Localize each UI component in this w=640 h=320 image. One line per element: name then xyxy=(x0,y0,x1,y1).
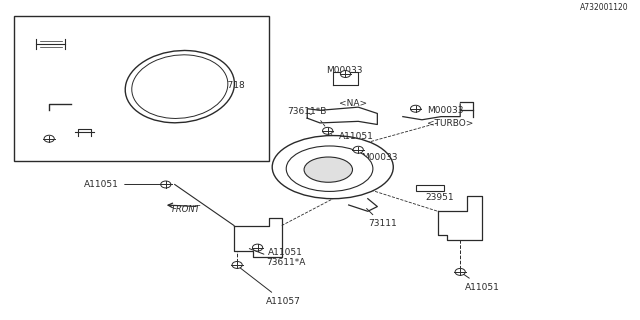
Ellipse shape xyxy=(455,268,465,276)
Text: 73611*A: 73611*A xyxy=(250,249,305,267)
Ellipse shape xyxy=(410,105,420,112)
Text: 23951: 23951 xyxy=(425,188,454,202)
Text: A11051: A11051 xyxy=(330,131,374,141)
Ellipse shape xyxy=(286,146,373,191)
Text: M00033: M00033 xyxy=(326,66,363,75)
Ellipse shape xyxy=(340,70,351,77)
Text: 73111: 73111 xyxy=(367,209,397,228)
Bar xyxy=(415,185,444,191)
Text: M00033: M00033 xyxy=(419,107,463,116)
Text: 73611*B: 73611*B xyxy=(287,108,326,116)
Ellipse shape xyxy=(132,55,228,118)
Ellipse shape xyxy=(304,157,353,182)
Text: A11057: A11057 xyxy=(239,267,301,306)
Ellipse shape xyxy=(161,181,171,188)
Text: FRONT: FRONT xyxy=(172,205,200,214)
Text: 11718: 11718 xyxy=(198,81,246,90)
Text: A11051: A11051 xyxy=(84,180,163,189)
Ellipse shape xyxy=(125,51,234,123)
Ellipse shape xyxy=(353,146,364,153)
Text: <TURBO>: <TURBO> xyxy=(427,119,474,128)
Ellipse shape xyxy=(323,127,333,134)
Bar xyxy=(14,16,269,161)
Ellipse shape xyxy=(252,244,262,251)
Text: A11051: A11051 xyxy=(260,248,303,257)
Ellipse shape xyxy=(232,261,243,268)
Ellipse shape xyxy=(44,135,54,142)
Ellipse shape xyxy=(272,136,394,199)
Text: A11051: A11051 xyxy=(463,274,500,292)
Text: A732001120: A732001120 xyxy=(580,4,629,12)
Text: M00033: M00033 xyxy=(358,150,398,162)
Text: <NA>: <NA> xyxy=(339,99,367,108)
